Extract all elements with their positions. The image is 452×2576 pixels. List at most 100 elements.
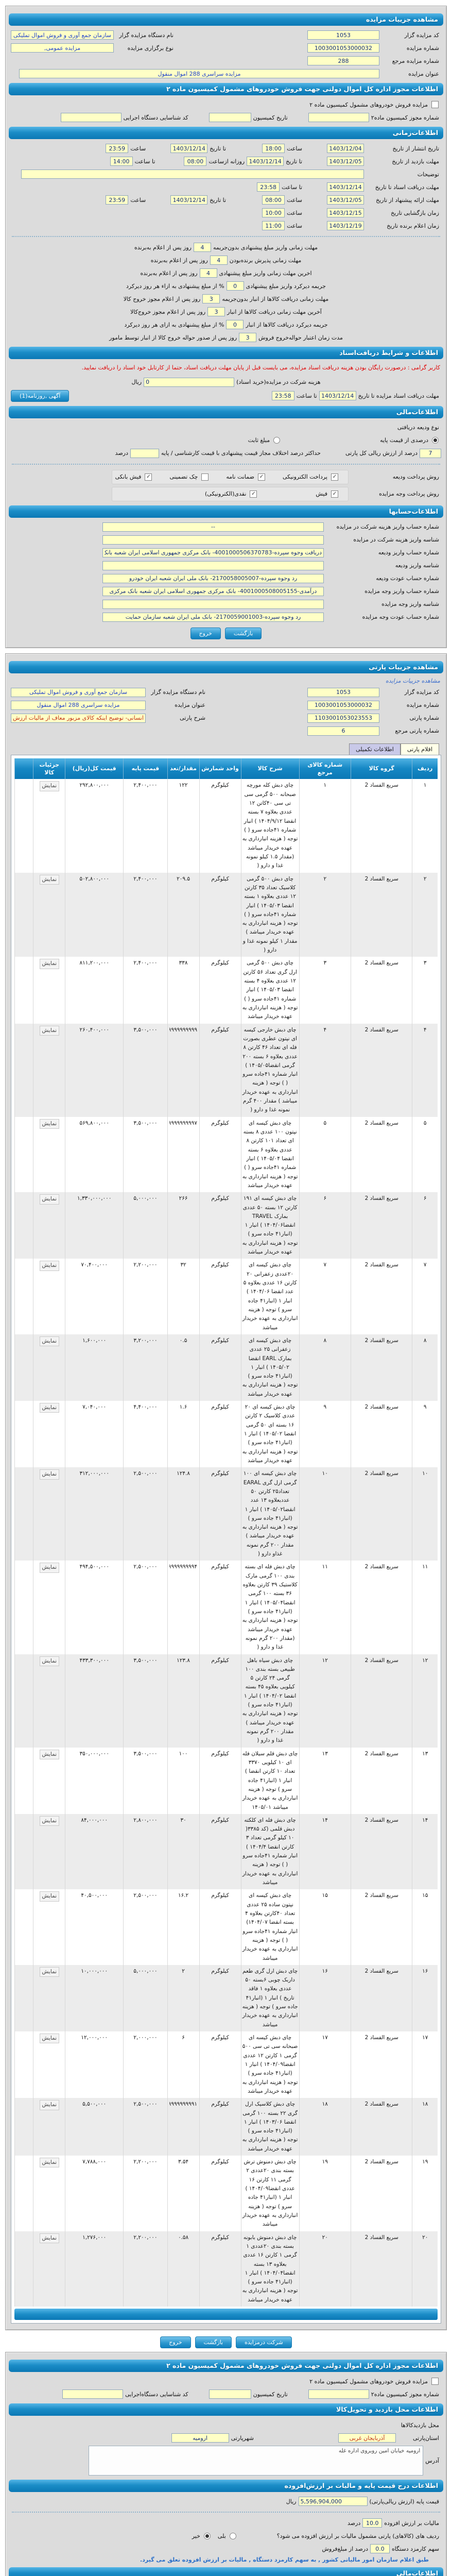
commission-share-input[interactable] [370,2544,390,2554]
lot-province-input[interactable] [338,2433,396,2443]
radio[interactable] [432,437,439,444]
checkbox[interactable]: ✓ [331,490,338,498]
text-input[interactable] [170,144,208,153]
checkbox-option[interactable]: ✓ ضمانت نامه [224,473,265,481]
lot-desc-input[interactable] [11,713,146,723]
text-input[interactable] [420,448,441,458]
text-input[interactable] [199,268,217,278]
doc-fee-input[interactable] [144,377,235,387]
text-input[interactable] [207,307,225,316]
agency-name-input[interactable] [11,30,114,40]
text-input[interactable] [327,144,364,153]
text-input[interactable] [130,448,159,458]
show-details-link[interactable]: نمایش [39,1563,60,1573]
auction-type-input[interactable] [11,43,114,53]
show-details-link[interactable]: نمایش [39,959,60,969]
text-input[interactable] [247,157,284,166]
text-input[interactable] [308,2389,369,2399]
auction-ref-input[interactable] [307,56,379,65]
fee-id-input[interactable] [102,535,324,545]
text-input[interactable] [62,2389,124,2399]
lot-city-input[interactable] [171,2433,229,2443]
text-input[interactable] [106,144,129,153]
radio-option[interactable]: بلی [216,2532,236,2539]
text-input[interactable] [210,256,228,265]
lot-subtitle-link[interactable]: مشاهده جزییات مزایده [386,677,440,684]
show-details-link[interactable]: نمایش [39,1749,60,1759]
text-input[interactable] [202,294,220,303]
text-input[interactable] [184,157,207,166]
show-details-link[interactable]: نمایش [39,1194,60,1205]
checkbox-option[interactable]: مزایده فروش خودروهای مشمول کمیسیون ماده … [307,101,439,108]
deposit-id-input[interactable] [102,561,324,570]
description-input[interactable] [21,170,364,179]
auction-title-input[interactable] [19,69,379,78]
bidder-code-input[interactable] [307,30,379,40]
deposit-account-input[interactable] [102,548,324,557]
text-input[interactable] [307,687,379,697]
show-details-link[interactable]: نمایش [39,1118,60,1129]
radio-option[interactable]: درصدی از قیمت پایه [378,437,439,444]
commission-date-input[interactable] [208,113,251,122]
text-input[interactable] [11,700,146,710]
vat-percent-input[interactable] [362,2518,383,2528]
tab-extra-info[interactable]: اطلاعات تکمیلی [349,743,401,755]
text-input[interactable] [327,208,364,217]
text-input[interactable] [262,208,285,217]
text-input[interactable] [271,391,294,401]
text-input[interactable] [262,144,285,153]
show-details-link[interactable]: نمایش [39,1261,60,1271]
text-input[interactable] [307,700,379,710]
radio[interactable] [229,2532,236,2539]
deposit-return-account-input[interactable] [102,573,324,583]
checkbox[interactable] [431,2378,439,2385]
exit-button[interactable]: خروج [190,627,221,639]
base-price-input[interactable] [298,2497,368,2506]
text-input[interactable] [327,221,364,230]
show-details-link[interactable]: نمایش [39,1469,60,1480]
text-input[interactable] [208,2389,251,2399]
checkbox-option[interactable]: ✓ فیش بانکی [113,473,152,481]
tab-lot-items[interactable]: اقلام پارتی [400,743,439,755]
checkbox[interactable]: ✓ [258,473,265,481]
checkbox-option[interactable]: ✓ نقدی(الکترونیکی) [203,490,257,498]
lot-ref-input[interactable] [307,726,379,736]
checkbox-option[interactable]: ✓ فیش [314,490,338,498]
checkbox-option[interactable]: چک تضمینی [167,473,209,481]
text-input[interactable] [319,391,356,401]
show-details-link[interactable]: نمایش [39,1891,60,1902]
text-input[interactable] [106,195,129,205]
text-input[interactable] [239,333,257,342]
show-details-link[interactable]: نمایش [39,2158,60,2168]
show-details-link[interactable]: نمایش [39,1816,60,1826]
radio[interactable] [273,437,281,444]
back-button[interactable]: بازگشت [224,627,262,639]
text-input[interactable] [262,195,285,205]
show-details-link[interactable]: نمایش [39,2033,60,2044]
show-details-link[interactable]: نمایش [39,1403,60,1413]
show-details-link[interactable]: نمایش [39,1336,60,1347]
participate-button[interactable]: شرکت درمزایده [236,2336,292,2349]
checkbox[interactable]: ✓ [331,473,338,481]
show-details-link[interactable]: نمایش [39,874,60,885]
back-button-2[interactable]: بازگشت [195,2336,232,2349]
text-input[interactable] [327,157,364,166]
payment-return-account-input[interactable] [102,612,324,622]
checkbox[interactable]: ✓ [145,473,152,481]
text-input[interactable] [226,320,244,329]
show-details-link[interactable]: نمایش [39,2100,60,2110]
newspaper-ad-button[interactable]: آگهی ,روزنامه(1) [11,389,69,402]
auction-number-input[interactable] [307,43,379,53]
text-input[interactable] [194,243,211,252]
radio-option[interactable]: خیر [190,2532,211,2539]
text-input[interactable] [327,182,364,192]
agency-id-input[interactable] [60,113,121,122]
checkbox[interactable] [431,101,439,108]
checkbox-option[interactable]: مزایده فروش خودروهای مشمول کمیسیون ماده … [307,2378,439,2385]
checkbox[interactable]: ✓ [250,490,257,498]
text-input[interactable] [327,195,364,205]
checkbox[interactable] [201,473,209,481]
show-details-link[interactable]: نمایش [39,2233,60,2243]
checkbox-option[interactable]: ✓ پرداخت الکترونیکی [281,473,338,481]
lot-address-textarea[interactable] [89,2446,424,2476]
